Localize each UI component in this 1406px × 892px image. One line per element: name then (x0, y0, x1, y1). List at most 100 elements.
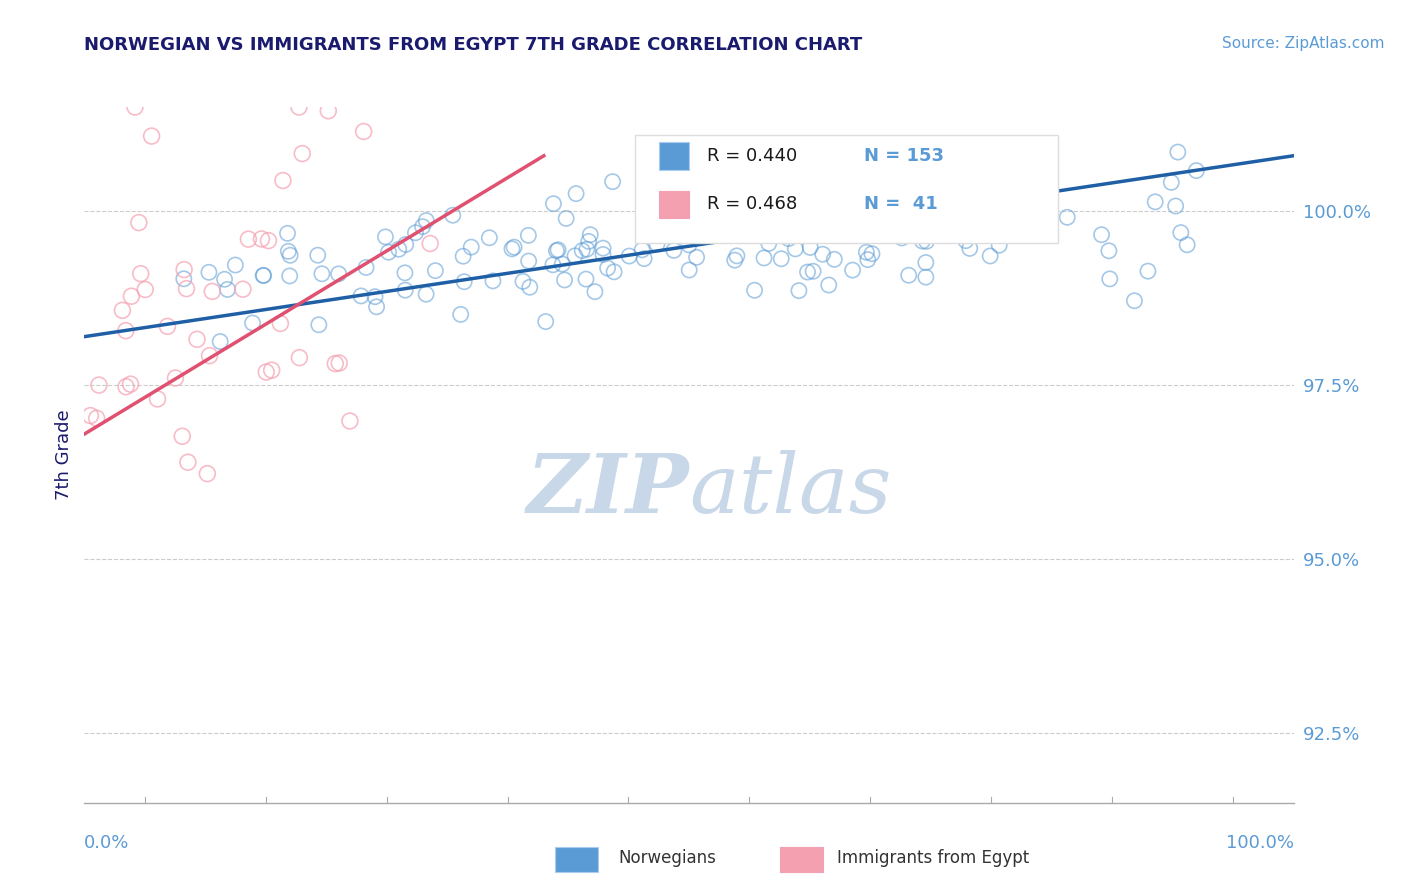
Point (770, 252, 793, 266)
Point (778, 232, 800, 246)
Point (780, 228, 803, 243)
Point (224, 258, 246, 272)
Point (111, 303, 134, 318)
Point (578, 235, 600, 249)
Point (799, 240, 821, 254)
Point (512, 274, 534, 288)
Point (744, 283, 766, 297)
Point (238, 232, 260, 246)
Point (921, 214, 943, 228)
Point (725, 190, 748, 204)
Point (209, 334, 232, 349)
Text: 100.0%: 100.0% (1226, 834, 1294, 852)
Point (405, 226, 427, 240)
Point (124, 100, 146, 114)
Text: NORWEGIAN VS IMMIGRANTS FROM EGYPT 7TH GRADE CORRELATION CHART: NORWEGIAN VS IMMIGRANTS FROM EGYPT 7TH G… (84, 36, 863, 54)
Point (945, 226, 967, 240)
Point (948, 184, 970, 198)
Point (724, 253, 747, 268)
Point (186, 332, 208, 346)
Point (1185, 163, 1208, 178)
Point (811, 247, 834, 261)
Point (1136, 264, 1159, 278)
Point (1056, 211, 1078, 225)
Point (503, 240, 526, 254)
Point (1090, 227, 1112, 242)
Point (575, 272, 598, 286)
Point (981, 226, 1004, 240)
Point (592, 247, 614, 261)
Point (564, 249, 586, 263)
Point (394, 283, 416, 297)
Point (257, 234, 280, 248)
Point (425, 263, 447, 277)
Point (619, 249, 641, 263)
Point (482, 274, 505, 288)
Point (603, 265, 626, 279)
Point (571, 244, 593, 258)
Point (821, 225, 844, 239)
Point (554, 273, 576, 287)
Point (725, 249, 748, 263)
Point (583, 285, 606, 299)
Point (1175, 237, 1198, 252)
Point (631, 243, 654, 257)
Point (1164, 199, 1187, 213)
Point (683, 216, 706, 230)
Point (979, 249, 1001, 263)
Point (1000, 178, 1022, 192)
Text: Immigrants from Egypt: Immigrants from Egypt (837, 849, 1029, 867)
Point (1160, 175, 1182, 189)
Point (602, 175, 624, 189)
Point (388, 242, 411, 256)
Point (519, 280, 541, 294)
Point (134, 283, 156, 297)
Point (478, 231, 501, 245)
Point (354, 260, 377, 275)
Point (870, 211, 893, 225)
Point (254, 365, 277, 379)
Point (395, 237, 418, 252)
Point (156, 319, 179, 334)
Point (855, 245, 877, 260)
Point (141, 129, 163, 144)
Point (128, 216, 150, 230)
Point (890, 231, 912, 245)
Point (460, 240, 482, 254)
Y-axis label: 7th Grade: 7th Grade (55, 409, 73, 500)
Point (547, 243, 569, 257)
Point (747, 223, 769, 237)
Point (696, 198, 718, 212)
Point (592, 241, 614, 255)
Point (195, 467, 218, 481)
FancyBboxPatch shape (659, 191, 689, 219)
Point (990, 227, 1012, 241)
Point (678, 237, 700, 252)
Point (120, 289, 142, 303)
Point (177, 455, 200, 469)
Point (288, 100, 311, 114)
Point (546, 244, 568, 258)
Point (86, 411, 108, 425)
Point (915, 235, 938, 249)
Point (260, 363, 283, 377)
Point (1144, 194, 1167, 209)
Point (87, 378, 110, 392)
Point (955, 234, 977, 248)
Point (894, 224, 917, 238)
Point (201, 285, 224, 299)
Point (633, 252, 655, 266)
Point (956, 216, 979, 230)
Point (796, 206, 818, 220)
Text: Norwegians: Norwegians (619, 849, 717, 867)
Point (377, 245, 399, 260)
Point (316, 103, 339, 118)
Point (915, 205, 938, 219)
Point (277, 244, 299, 259)
Point (129, 267, 152, 281)
Text: atlas: atlas (689, 450, 891, 530)
Point (801, 264, 824, 278)
Point (114, 324, 136, 338)
Point (1029, 216, 1052, 230)
Point (277, 227, 299, 241)
